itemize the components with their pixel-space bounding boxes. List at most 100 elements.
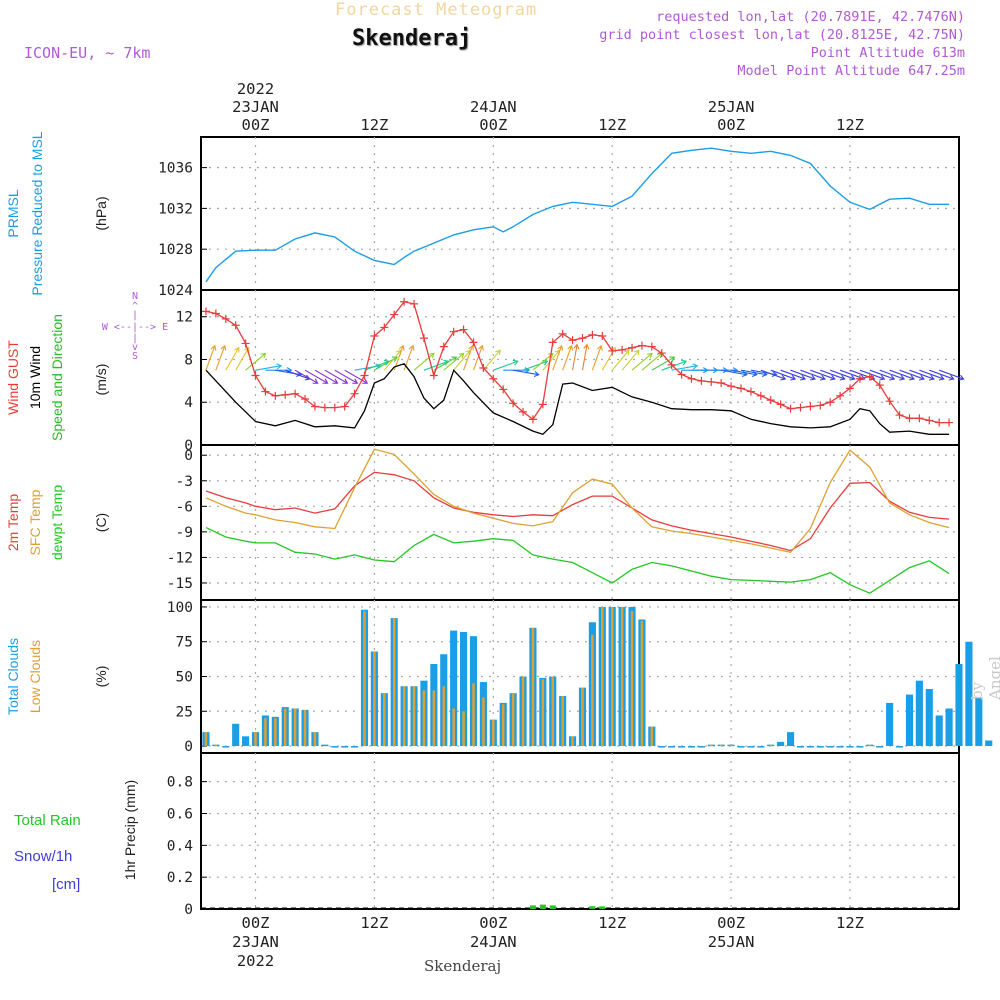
wind-gust-marker — [439, 342, 448, 351]
wind-series-wind-gust — [205, 301, 950, 424]
wind-direction-arrow — [364, 360, 390, 371]
wind-direction-arrow — [225, 347, 240, 371]
temperature-side-label: 2m Temp — [5, 494, 21, 552]
low-cloud-bar — [214, 744, 218, 747]
wind-direction-arrow — [721, 369, 747, 376]
temperature-series-2m-temp — [205, 471, 950, 552]
wind-direction-arrowhead — [260, 352, 267, 359]
wind-gust-marker — [301, 395, 310, 404]
wind-gust-marker — [578, 334, 587, 343]
top-time-label: 12Z — [598, 116, 626, 134]
total-cloud-bar — [331, 746, 339, 748]
wind-direction-arrow — [731, 369, 757, 376]
wind-gust-marker — [806, 402, 815, 411]
wind-gust-marker — [667, 360, 676, 369]
compass-bar: | — [132, 333, 138, 344]
header-top-title: Forecast Meteogram — [335, 0, 538, 20]
wind-direction-arrowhead — [692, 363, 699, 370]
low-cloud-bar — [264, 718, 267, 747]
wind-direction-arrowhead — [624, 349, 630, 356]
total-cloud-bar — [965, 641, 973, 747]
wind-gust-marker — [558, 329, 567, 338]
total-cloud-bar — [757, 746, 765, 748]
wind-direction-arrow — [294, 369, 318, 384]
wind-direction-arrow — [285, 369, 310, 380]
compass-south: S — [132, 351, 138, 362]
low-cloud-bar — [551, 676, 555, 747]
total-cloud-bar — [796, 746, 805, 748]
top-time-label: 00Z — [241, 116, 269, 134]
wind-direction-arrow — [889, 369, 915, 380]
wind-direction-arrowhead — [859, 374, 866, 381]
wind-direction-arrow — [245, 353, 266, 371]
clouds-ytick-label: 100 — [167, 600, 193, 616]
total-cloud-bar — [915, 680, 923, 747]
wind-direction-arrow — [493, 360, 518, 371]
wind-direction-arrowhead — [819, 374, 826, 381]
rain-bar — [589, 906, 596, 909]
low-cloud-bar — [601, 606, 604, 747]
wind-gust-marker — [766, 396, 775, 405]
wind-gust-marker — [598, 331, 607, 340]
wind-ylabel: (m/s) — [93, 364, 109, 396]
compass-north: N — [132, 291, 138, 302]
pressure-side-label: PRMSL — [5, 189, 21, 237]
wind-gust-marker — [509, 399, 518, 408]
bottom-time-label: 12Z — [836, 914, 864, 932]
wind-direction-arrowhead — [495, 349, 501, 356]
wind-ytick-label: 4 — [184, 395, 193, 411]
wind-direction-arrow — [532, 353, 554, 371]
wind-gust-marker — [469, 338, 478, 347]
wind-direction-arrowhead — [451, 356, 458, 362]
wind-direction-arrowhead — [918, 374, 925, 381]
temperature-series-sfc-temp — [205, 448, 950, 554]
point-altitude: Point Altitude 613m — [810, 45, 965, 61]
wind-direction-arrowhead — [879, 374, 886, 381]
wind-direction-arrowhead — [512, 359, 519, 366]
precip-ytick-label: 0.2 — [167, 870, 193, 886]
low-cloud-bar — [452, 708, 455, 747]
grid-point-coords: grid point closest lon,lat (20.8125E, 42… — [599, 27, 965, 43]
wind-direction-arrowhead — [332, 378, 339, 384]
wind-direction-arrowhead — [948, 374, 955, 381]
bottom-time-label: 00Z — [241, 914, 269, 932]
wind-direction-arrowhead — [732, 367, 739, 374]
wind-side-label: Speed and Direction — [49, 314, 65, 441]
total-cloud-bar — [668, 746, 676, 748]
wind-gust-marker — [687, 374, 696, 383]
low-cloud-bar — [630, 611, 634, 747]
clouds-ylabel: (%) — [93, 666, 109, 688]
temperature-side-label: dewpt Temp — [49, 485, 65, 560]
bottom-time-label: 2022 — [237, 952, 274, 970]
precip-ytick-label: 0.8 — [167, 775, 193, 791]
wind-gust-marker — [677, 370, 686, 379]
wind-gust-marker — [211, 309, 220, 318]
bottom-time-label: 00Z — [717, 914, 745, 932]
wind-direction-arrow — [611, 349, 630, 371]
wind-direction-arrowhead — [362, 378, 369, 384]
total-cloud-bar — [905, 694, 914, 747]
low-cloud-bar — [363, 611, 366, 747]
bottom-time-label: 25JAN — [708, 933, 755, 951]
wind-side-label: Wind GUST — [5, 340, 21, 415]
pressure-frame — [200, 136, 960, 291]
wind-direction-arrow — [304, 369, 328, 384]
wind-direction-arrow — [621, 349, 640, 371]
wind-direction-arrow — [482, 349, 501, 371]
clouds-ytick-label: 50 — [176, 670, 193, 686]
total-cloud-bar — [826, 746, 834, 748]
low-cloud-bar — [492, 719, 495, 747]
wind-direction-arrowhead — [244, 346, 250, 353]
wind-direction-arrowhead — [583, 343, 590, 350]
low-cloud-bar — [254, 732, 257, 747]
wind-direction-arrowhead — [849, 374, 856, 381]
pressure-ytick-label: 1024 — [158, 283, 193, 299]
wind-direction-arrowhead — [780, 374, 787, 381]
wind-gust-marker — [846, 384, 855, 393]
low-cloud-bar — [373, 651, 376, 747]
wind-ytick-label: 12 — [176, 310, 193, 326]
low-cloud-bar — [591, 634, 594, 747]
wind-gust-marker — [737, 384, 746, 393]
wind-direction-arrow — [810, 369, 835, 380]
wind-direction-arrow — [899, 369, 925, 380]
